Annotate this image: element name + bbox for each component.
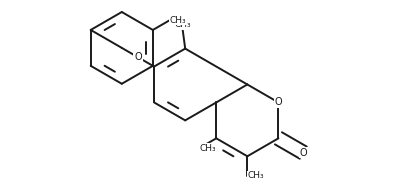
- Text: O: O: [299, 148, 307, 158]
- Text: CH₃: CH₃: [170, 16, 187, 25]
- Text: CH₃: CH₃: [174, 20, 191, 29]
- Text: CH₃: CH₃: [247, 171, 264, 180]
- Text: O: O: [275, 97, 282, 107]
- Text: O: O: [134, 52, 142, 62]
- Text: CH₃: CH₃: [199, 144, 216, 153]
